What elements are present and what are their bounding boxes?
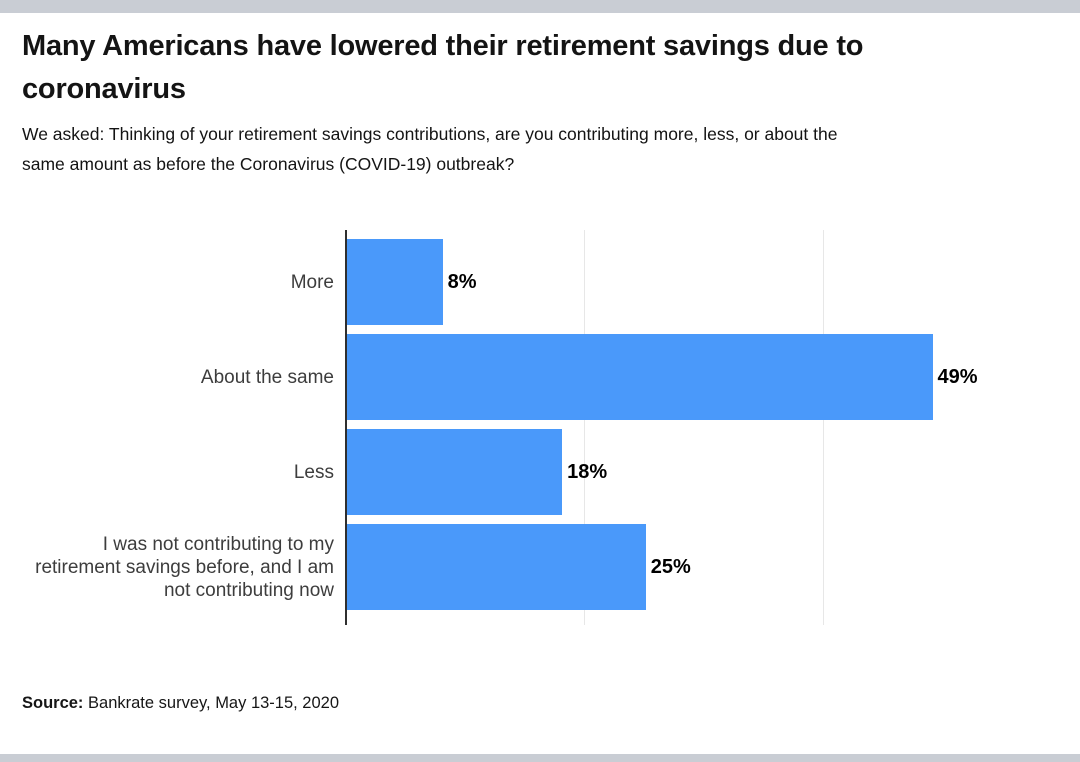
gridline <box>584 230 585 625</box>
bottom-border-band <box>0 754 1080 762</box>
gridline <box>823 230 824 625</box>
bar-row: More 8% <box>0 239 1080 325</box>
y-axis-line <box>345 230 347 625</box>
value-label: 49% <box>937 365 978 388</box>
value-label: 18% <box>567 460 608 483</box>
bar <box>347 334 933 420</box>
top-border-band <box>0 0 1080 13</box>
source-text: Bankrate survey, May 13-15, 2020 <box>83 694 340 712</box>
chart-subtitle: We asked: Thinking of your retirement sa… <box>22 124 838 174</box>
bar <box>347 429 563 515</box>
chart-title: Many Americans have lowered their retire… <box>22 30 864 105</box>
category-label: Less <box>293 461 334 483</box>
value-label: 8% <box>447 270 477 293</box>
category-label: More <box>290 271 334 293</box>
source-note: Source: Bankrate survey, May 13-15, 2020 <box>22 694 339 713</box>
bar-row: I was not contributing to my retirement … <box>0 524 1080 610</box>
value-label: 25% <box>650 555 691 578</box>
bar-chart: More 8% About the same 49% Less 18% I was not … <box>0 230 1080 625</box>
bar <box>347 524 646 610</box>
bar-row: About the same 49% <box>0 334 1080 420</box>
category-label: About the same <box>200 366 334 388</box>
source-label: Source: <box>22 694 84 712</box>
category-label: I was not contributing to my retirement … <box>35 533 334 601</box>
bar-row: Less 18% <box>0 429 1080 515</box>
bar <box>347 239 443 325</box>
